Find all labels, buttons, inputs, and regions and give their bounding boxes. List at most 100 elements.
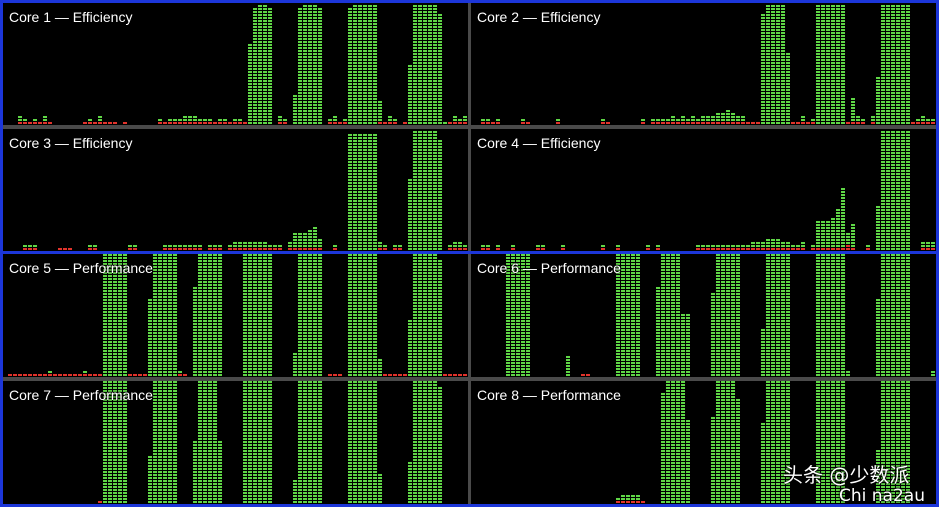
green-usage-bar bbox=[258, 381, 263, 504]
green-usage-bar bbox=[168, 254, 173, 377]
red-usage-bar bbox=[283, 122, 288, 125]
red-usage-bar bbox=[93, 248, 98, 251]
red-usage-bar bbox=[866, 248, 871, 251]
core-panel: Core 6 — Performance bbox=[471, 254, 936, 377]
green-usage-bar bbox=[168, 119, 173, 122]
core-panel: Core 8 — Performance bbox=[471, 381, 936, 504]
green-usage-bar bbox=[313, 381, 318, 504]
green-usage-bar bbox=[631, 254, 636, 377]
green-usage-bar bbox=[776, 381, 781, 504]
red-usage-bar bbox=[33, 248, 38, 251]
red-usage-bar bbox=[731, 122, 736, 125]
red-usage-bar bbox=[453, 122, 458, 125]
green-usage-bar bbox=[148, 299, 153, 377]
green-usage-bar bbox=[253, 8, 258, 125]
green-usage-bar bbox=[288, 242, 293, 248]
green-usage-bar bbox=[841, 5, 846, 125]
green-usage-bar bbox=[303, 254, 308, 377]
green-usage-bar bbox=[706, 245, 711, 248]
core-panel: Core 7 — Performance bbox=[3, 381, 468, 504]
red-usage-bar bbox=[243, 248, 248, 251]
red-usage-bar bbox=[581, 374, 586, 377]
green-usage-bar bbox=[213, 254, 218, 377]
green-usage-bar bbox=[88, 119, 93, 122]
green-usage-bar bbox=[901, 381, 906, 504]
red-usage-bar bbox=[916, 122, 921, 125]
green-usage-bar bbox=[123, 254, 128, 377]
green-usage-bar bbox=[666, 381, 671, 504]
green-usage-bar bbox=[836, 209, 841, 248]
green-usage-bar bbox=[686, 420, 691, 504]
red-usage-bar bbox=[128, 374, 133, 377]
red-usage-bar bbox=[453, 248, 458, 251]
green-usage-bar bbox=[666, 119, 671, 122]
green-usage-bar bbox=[408, 320, 413, 377]
green-usage-bar bbox=[846, 233, 851, 245]
green-usage-bar bbox=[826, 254, 831, 377]
efficiency-core-group: Core 1 — Efficiency Core 2 — Efficiency … bbox=[0, 0, 939, 254]
red-usage-bar bbox=[8, 374, 13, 377]
red-usage-bar bbox=[203, 122, 208, 125]
red-usage-bar bbox=[293, 248, 298, 251]
red-usage-bar bbox=[218, 122, 223, 125]
green-usage-bar bbox=[318, 254, 323, 377]
red-usage-bar bbox=[721, 248, 726, 251]
green-usage-bar bbox=[88, 245, 93, 248]
green-usage-bar bbox=[378, 359, 383, 377]
green-usage-bar bbox=[433, 131, 438, 251]
red-usage-bar bbox=[303, 248, 308, 251]
green-usage-bar bbox=[741, 116, 746, 122]
green-usage-bar bbox=[158, 254, 163, 377]
green-usage-bar bbox=[298, 8, 303, 125]
green-usage-bar bbox=[886, 5, 891, 125]
red-usage-bar bbox=[756, 248, 761, 251]
green-usage-bar bbox=[308, 254, 313, 377]
green-usage-bar bbox=[671, 116, 676, 122]
green-usage-bar bbox=[781, 242, 786, 248]
green-usage-bar bbox=[481, 245, 486, 248]
green-usage-bar bbox=[891, 5, 896, 125]
green-usage-bar bbox=[856, 116, 861, 122]
green-usage-bar bbox=[786, 53, 791, 125]
green-usage-bar bbox=[876, 77, 881, 125]
red-usage-bar bbox=[18, 374, 23, 377]
red-usage-bar bbox=[128, 248, 133, 251]
green-usage-bar bbox=[731, 381, 736, 504]
red-usage-bar bbox=[811, 122, 816, 125]
green-usage-bar bbox=[368, 5, 373, 125]
green-usage-bar bbox=[776, 254, 781, 377]
green-usage-bar bbox=[198, 381, 203, 504]
core-panel: Core 3 — Efficiency bbox=[3, 129, 468, 251]
red-usage-bar bbox=[133, 374, 138, 377]
red-usage-bar bbox=[333, 248, 338, 251]
green-usage-bar bbox=[423, 254, 428, 377]
red-usage-bar bbox=[631, 501, 636, 504]
green-usage-bar bbox=[776, 239, 781, 248]
red-usage-bar bbox=[388, 122, 393, 125]
red-usage-bar bbox=[448, 374, 453, 377]
red-usage-bar bbox=[23, 122, 28, 125]
red-usage-bar bbox=[33, 374, 38, 377]
green-usage-bar bbox=[681, 116, 686, 122]
green-usage-bar bbox=[511, 245, 516, 248]
green-usage-bar bbox=[293, 353, 298, 377]
green-usage-bar bbox=[786, 242, 791, 248]
red-usage-bar bbox=[328, 374, 333, 377]
green-usage-bar bbox=[891, 131, 896, 251]
red-usage-bar bbox=[393, 374, 398, 377]
green-usage-bar bbox=[293, 233, 298, 248]
green-usage-bar bbox=[916, 119, 921, 122]
red-usage-bar bbox=[716, 248, 721, 251]
red-usage-bar bbox=[696, 122, 701, 125]
green-usage-bar bbox=[218, 119, 223, 122]
green-usage-bar bbox=[896, 5, 901, 125]
green-usage-bar bbox=[836, 254, 841, 377]
green-usage-bar bbox=[696, 119, 701, 122]
red-usage-bar bbox=[253, 248, 258, 251]
green-usage-bar bbox=[443, 122, 448, 125]
green-usage-bar bbox=[821, 381, 826, 504]
green-usage-bar bbox=[821, 254, 826, 377]
red-usage-bar bbox=[28, 248, 33, 251]
green-usage-bar bbox=[721, 113, 726, 122]
green-usage-bar bbox=[328, 119, 333, 122]
